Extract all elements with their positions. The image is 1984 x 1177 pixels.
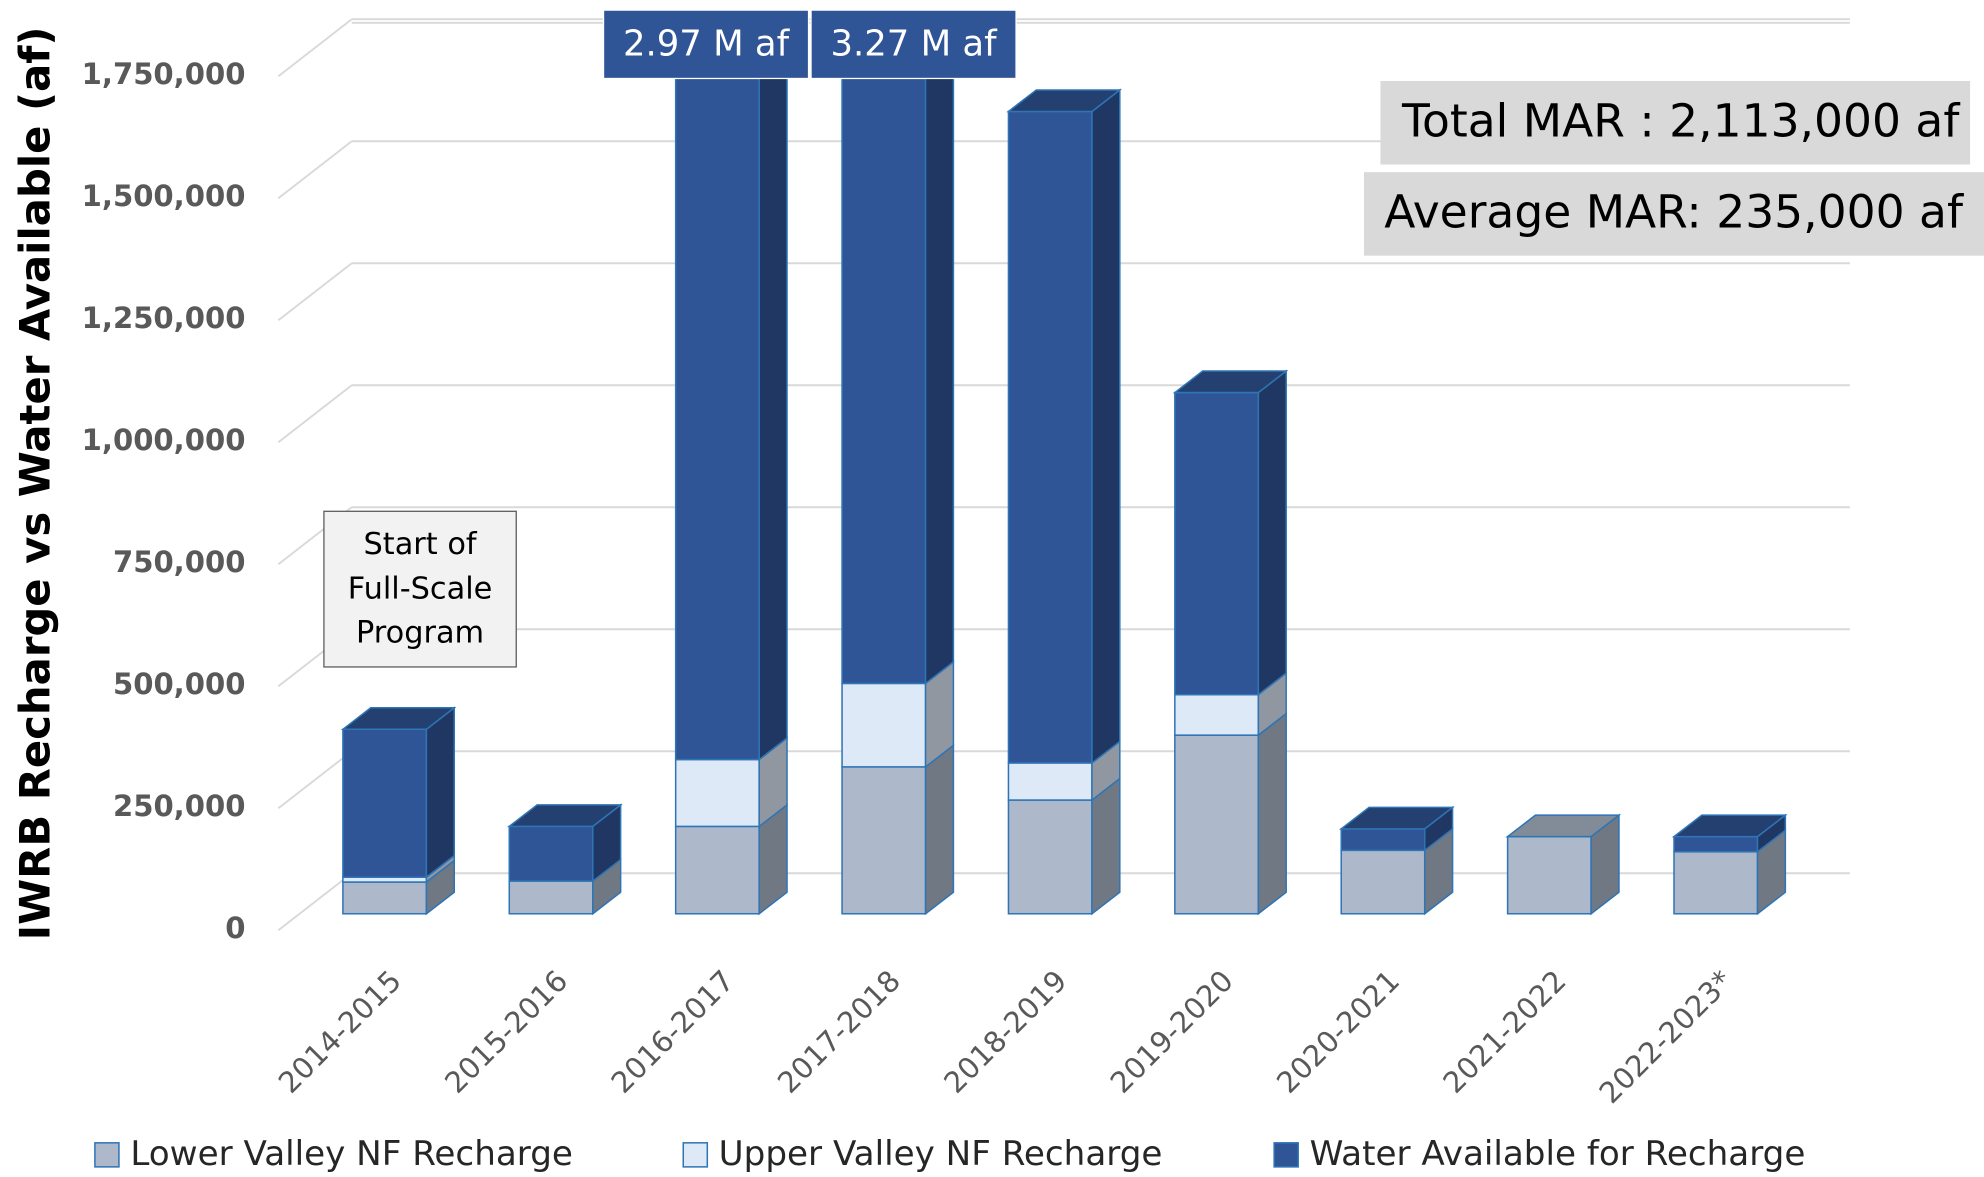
bar-front: [674, 758, 760, 828]
x-tick-label: 2021-2022: [1436, 964, 1572, 1100]
y-tick-label: 1,500,000: [82, 179, 246, 213]
bar-top-label-box: [810, 9, 1017, 80]
bar-front: [508, 880, 594, 915]
bar-front: [841, 682, 927, 768]
note-text: Program: [356, 616, 484, 651]
grid-line-side: [277, 872, 353, 931]
y-tick-label: 1,750,000: [82, 57, 246, 91]
summary-box: [1364, 172, 1984, 256]
bar-front: [674, 825, 760, 915]
bar-side: [758, 55, 788, 762]
bar-front: [342, 728, 428, 878]
y-tick-label: 500,000: [113, 667, 246, 701]
legend-swatch: [682, 1142, 709, 1168]
grid-line-side: [277, 262, 353, 321]
y-tick-label: 250,000: [113, 789, 246, 823]
bar-front: [1174, 391, 1260, 696]
bar-top: [1006, 89, 1123, 113]
x-tick-label: 2019-2020: [1104, 964, 1240, 1100]
note-text: Start of: [364, 527, 478, 562]
grid-line-side: [277, 140, 353, 199]
y-tick-label: 750,000: [113, 545, 246, 579]
legend-swatch: [1273, 1142, 1299, 1168]
bar-side: [1257, 369, 1287, 697]
bar-side: [1091, 776, 1121, 916]
x-tick-label: 2020-2021: [1270, 964, 1406, 1100]
bar-front: [1007, 799, 1093, 915]
bar-top-label: 2.97 M af: [623, 24, 791, 65]
x-tick-label: 2018-2019: [937, 964, 1073, 1100]
summary-box: [1380, 80, 1971, 165]
bar-front: [342, 881, 428, 915]
bar-front: [841, 766, 927, 915]
legend-label: Upper Valley NF Recharge: [719, 1134, 1163, 1174]
bar-front: [1340, 828, 1426, 852]
grid-line-side: [277, 384, 353, 443]
grid-line-side: [277, 18, 353, 77]
bar-top: [1505, 814, 1622, 838]
bar-side: [924, 55, 955, 685]
bar-front: [1673, 835, 1759, 853]
bar-top: [340, 707, 457, 731]
y-tick-label: 0: [225, 911, 245, 945]
x-tick-label: 2022-2023*: [1593, 964, 1739, 1110]
legend-swatch: [94, 1142, 120, 1168]
bar-side: [924, 743, 955, 916]
bar-side: [425, 706, 456, 879]
bar-front: [508, 825, 594, 882]
bar-front: [1673, 851, 1759, 915]
legend-label: Lower Valley NF Recharge: [130, 1134, 573, 1174]
bar-top: [1172, 370, 1289, 394]
bar-front: [1007, 762, 1093, 801]
bar-front: [1506, 835, 1592, 915]
bar-front: [1340, 849, 1426, 915]
note-text: Full-Scale: [348, 571, 493, 606]
y-tick-label: 1,250,000: [82, 301, 246, 335]
summary-text: Total MAR : 2,113,000 af: [1401, 95, 1960, 148]
x-tick-label: 2017-2018: [771, 964, 907, 1100]
x-tick-label: 2016-2017: [605, 964, 741, 1100]
bar-side: [1257, 712, 1287, 916]
bar-top: [1671, 814, 1788, 838]
legend-label: Water Available for Recharge: [1310, 1134, 1806, 1174]
bar-top-label-box: [602, 9, 810, 80]
note-box: [323, 510, 517, 668]
bar-front: [674, 77, 760, 761]
summary-text: Average MAR: 235,000 af: [1384, 186, 1964, 239]
bar-front: [841, 77, 927, 685]
x-tick-label: 2015-2016: [438, 964, 574, 1100]
x-tick-label: 2014-2015: [272, 964, 408, 1100]
grid-line-side: [277, 750, 353, 809]
bar-top-label: 3.27 M af: [830, 24, 998, 65]
bar-top: [1339, 806, 1455, 830]
bar-front: [1174, 734, 1260, 915]
y-axis-title: IWRB Recharge vs Water Available (af): [10, 26, 59, 940]
bar-front: [1174, 693, 1260, 736]
y-tick-label: 1,000,000: [82, 423, 246, 457]
bar-top: [507, 804, 623, 828]
bar-front: [1007, 110, 1093, 764]
bar-side: [1091, 88, 1121, 765]
